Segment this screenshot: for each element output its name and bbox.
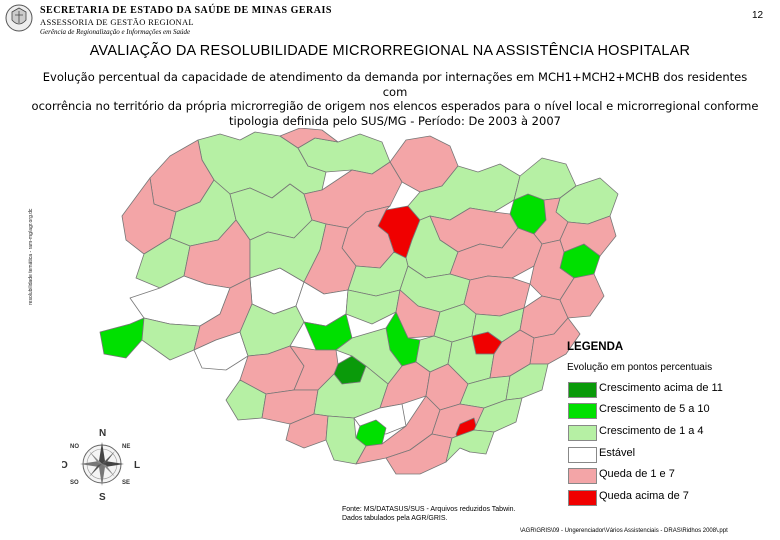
subtitle-line-3: tipologia definida pelo SUS/MG - Período… — [229, 113, 561, 128]
compass-rose-icon: N S O L NO NE SO SE — [62, 428, 140, 500]
region-mid-4 — [529, 239, 575, 301]
legend-label: Estável — [599, 447, 636, 459]
subtitle-line-2: ocorrência no território da própria micr… — [31, 99, 759, 113]
state-coat-of-arms-icon — [4, 3, 34, 38]
legend-swatch — [568, 403, 597, 419]
legend-swatch — [568, 490, 597, 506]
region-north-4 — [279, 128, 339, 149]
side-credit: resolubilidade temática - ram-mg/agr.org… — [28, 208, 34, 305]
source-line-2: Dados tabulados pela AGR/GRIS. — [342, 515, 448, 522]
source-line-1: Fonte: MS/DATASUS/SUS - Arquivos reduzid… — [342, 506, 516, 513]
map-subtitle: Evolução percentual da capacidade de ate… — [30, 70, 760, 128]
region-triangulo-green — [99, 317, 145, 359]
compass-no-label: NO — [70, 444, 79, 450]
compass-l-label: L — [134, 460, 140, 471]
page-title: AVALIAÇÃO DA RESOLUBILIDADE MICRORREGION… — [89, 43, 691, 59]
subtitle-line-1: Evolução percentual da capacidade de ate… — [42, 70, 748, 99]
region-southsouth-6 — [445, 429, 495, 463]
legend-title: LEGENDA — [567, 341, 624, 353]
footer-file-path: \AGR\GRIS\09 - Ungerenciador\Vários Assi… — [520, 528, 728, 534]
header-assessoria: ASSESSORIA DE GESTÃO REGIONAL — [40, 17, 194, 27]
legend-label: Crescimento de 1 a 4 — [599, 425, 704, 437]
compass-s-label: S — [99, 492, 106, 500]
legend-swatch — [568, 468, 597, 484]
legend-swatch — [568, 382, 597, 398]
compass-ne-label: NE — [122, 444, 130, 450]
header-secretaria: SECRETARIA DE ESTADO DA SAÚDE DE MINAS G… — [40, 5, 332, 16]
header-gerencia: Gerência de Regionalização e Informações… — [40, 28, 191, 36]
legend-label: Queda de 1 e 7 — [599, 468, 675, 480]
compass-n-label: N — [99, 428, 106, 439]
legend-swatch — [568, 447, 597, 463]
legend-label: Crescimento de 5 a 10 — [599, 403, 710, 415]
region-south-8 — [225, 379, 267, 421]
microregion-map — [99, 128, 619, 475]
legend-label: Queda acima de 7 — [599, 490, 689, 502]
compass-so-label: SO — [70, 480, 79, 486]
page-number: 12 — [752, 10, 764, 21]
legend-subtitle: Evolução em pontos percentuais — [567, 362, 713, 373]
source-note: Fonte: MS/DATASUS/SUS - Arquivos reduzid… — [342, 505, 516, 523]
compass-o-label: O — [62, 460, 68, 471]
compass-se-label: SE — [122, 480, 130, 486]
legend-label: Crescimento acima de 11 — [599, 382, 723, 394]
legend-swatch — [568, 425, 597, 441]
